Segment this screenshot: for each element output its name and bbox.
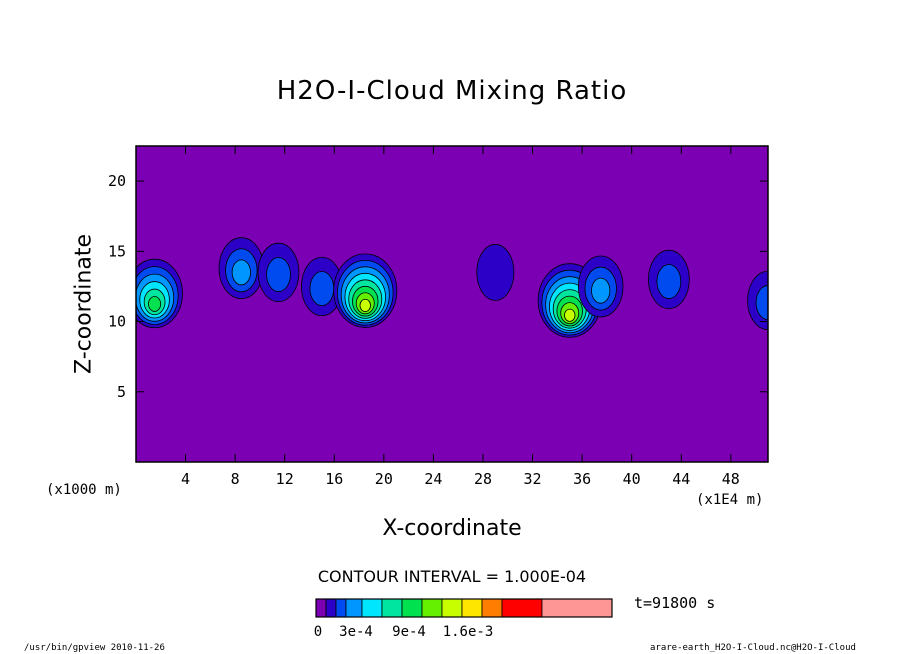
cloud-feature-2 bbox=[257, 242, 300, 303]
contour-level bbox=[359, 298, 371, 312]
x-tick-label: 28 bbox=[474, 470, 492, 488]
cloud-feature-8 bbox=[648, 249, 690, 310]
x-tick-label: 40 bbox=[623, 470, 641, 488]
x-tick-label: 20 bbox=[375, 470, 393, 488]
colorbar-cell bbox=[541, 598, 613, 618]
contour-level bbox=[148, 296, 162, 312]
colorbar-cell bbox=[441, 598, 463, 618]
time-label: t=91800 s bbox=[634, 594, 716, 612]
contour-level bbox=[591, 277, 611, 304]
colorbar-cell bbox=[461, 598, 483, 618]
colorbar-cell bbox=[325, 598, 337, 618]
contour-level bbox=[476, 244, 515, 301]
cloud-feature-9 bbox=[747, 270, 768, 331]
x-axis-ticks: 4 8 12 16 20 24 28 32 36 40 44 48 bbox=[181, 146, 740, 488]
x-axis-label: X-coordinate bbox=[382, 516, 522, 541]
cloud-feature-1 bbox=[218, 237, 265, 300]
colorbar-cell bbox=[401, 598, 423, 618]
colorbar-tick-label: 3e-4 bbox=[339, 624, 373, 640]
x-tick-label: 24 bbox=[424, 470, 442, 488]
footer-left: /usr/bin/gpview 2010-11-26 bbox=[24, 643, 165, 653]
y-unit-label: (x1000 m) bbox=[46, 482, 122, 498]
plot-frame bbox=[135, 145, 769, 463]
colorbar-cell bbox=[381, 598, 403, 618]
contour-level bbox=[231, 259, 251, 286]
colorbar-cell bbox=[501, 598, 543, 618]
y-axis-label: Z-coordinate bbox=[71, 234, 97, 374]
cloud-feature-0 bbox=[136, 258, 183, 329]
x-unit-label: (x1E4 m) bbox=[696, 492, 764, 508]
colorbar-cell bbox=[361, 598, 383, 618]
cloud-feature-7 bbox=[577, 255, 624, 318]
colorbar-cell bbox=[481, 598, 503, 618]
x-tick-label: 32 bbox=[524, 470, 542, 488]
colorbar-cell bbox=[315, 598, 327, 618]
chart-title: H2O-I-Cloud Mixing Ratio bbox=[276, 76, 628, 106]
x-tick-label: 48 bbox=[722, 470, 740, 488]
contour-level bbox=[656, 264, 682, 299]
x-tick-label: 36 bbox=[573, 470, 591, 488]
cloud-feature-5 bbox=[476, 244, 515, 301]
colorbar-tick-label: 1.6e-3 bbox=[443, 624, 494, 640]
y-tick-label: 10 bbox=[108, 313, 126, 331]
cloud-feature-4 bbox=[333, 253, 398, 328]
contour-layer bbox=[136, 237, 768, 338]
x-tick-label: 12 bbox=[276, 470, 294, 488]
x-tick-label: 44 bbox=[672, 470, 690, 488]
y-axis-ticks: 5 10 15 20 bbox=[108, 172, 768, 401]
colorbar-cell bbox=[345, 598, 363, 618]
contour-level bbox=[755, 285, 768, 321]
x-tick-label: 16 bbox=[325, 470, 343, 488]
colorbar-tick-label: 0 bbox=[314, 624, 322, 640]
x-tick-label: 8 bbox=[231, 470, 240, 488]
footer-right: arare-earth_H2O-I-Cloud.nc@H2O-I-Cloud bbox=[650, 643, 856, 653]
y-tick-label: 20 bbox=[108, 172, 126, 190]
cloud-feature-3 bbox=[301, 256, 343, 317]
colorbar-cell bbox=[335, 598, 347, 618]
y-tick-label: 15 bbox=[108, 242, 126, 260]
colorbar-tick-label: 9e-4 bbox=[392, 624, 426, 640]
contour-level bbox=[564, 308, 576, 322]
colorbar-cell bbox=[421, 598, 443, 618]
y-tick-label: 5 bbox=[117, 383, 126, 401]
contour-level bbox=[266, 257, 291, 292]
contour-level bbox=[309, 271, 335, 306]
x-tick-label: 4 bbox=[181, 470, 190, 488]
colorbar-frame bbox=[315, 598, 613, 618]
contour-interval-text: CONTOUR INTERVAL = 1.000E-04 bbox=[317, 567, 587, 586]
